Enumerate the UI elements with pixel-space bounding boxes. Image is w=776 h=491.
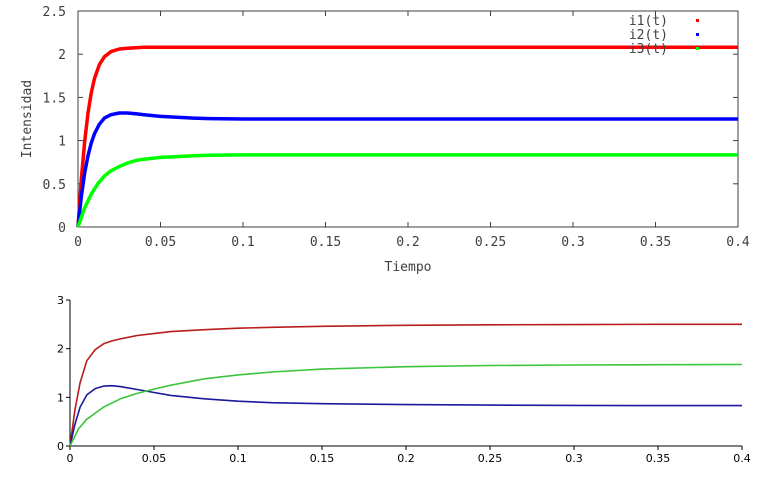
bottom-y-tick-label: 2: [57, 343, 64, 356]
top-x-tick-label: 0.4: [726, 235, 750, 250]
top-x-tick-label: 0.1: [231, 235, 254, 250]
bottom-chart: 0 0.05 0.1 0.15 0.2 0.25 0.3 0.35 0.4 0 1 2 3: [57, 294, 751, 465]
top-x-tick-label: 0.3: [561, 235, 584, 250]
top-legend-swatch-1: [696, 19, 699, 22]
bottom-x-tick-label: 0.25: [478, 452, 503, 465]
top-y-tick-label: 2.5: [43, 5, 66, 20]
top-legend-swatch-2: [696, 33, 699, 36]
bottom-chart-ticks: 0 0.05 0.1 0.15 0.2 0.25 0.3 0.35 0.4 0 1 2 3: [57, 294, 751, 465]
bottom-x-tick-label: 0.2: [397, 452, 415, 465]
bottom-y-tick-label: 0: [57, 440, 64, 453]
bottom-series-line-2: [69, 384, 742, 447]
top-legend-label-1: i1(t): [629, 14, 668, 29]
top-chart-y-axis-title: Intensidad: [20, 80, 35, 158]
bottom-x-tick-label: 0.05: [142, 452, 167, 465]
top-y-tick-label: 0: [58, 221, 66, 236]
top-series-line-3: [76, 153, 738, 228]
top-series-line-2: [76, 111, 738, 228]
top-y-tick-label: 0.5: [43, 178, 66, 193]
top-chart: 0 0.05 0.1 0.15 0.2 0.25 0.3 0.35 0.4 0 0.5 1 1.5 2 2.…: [20, 5, 750, 275]
top-chart-series: [76, 45, 738, 228]
bottom-x-tick-label: 0: [67, 452, 74, 465]
top-y-tick-label: 1: [58, 135, 66, 150]
bottom-x-tick-label: 0.15: [310, 452, 335, 465]
top-chart-ticks: 0 0.05 0.1 0.15 0.2 0.25 0.3 0.35 0.4 0 0.5 1 1.5 2 2.…: [43, 5, 750, 250]
top-legend-label-2: i2(t): [629, 28, 668, 43]
bottom-y-tick-label: 1: [57, 391, 64, 404]
bottom-x-tick-label: 0.4: [733, 452, 751, 465]
bottom-chart-axes: [69, 300, 742, 447]
top-y-tick-label: 2: [58, 48, 66, 63]
top-y-tick-label: 1.5: [43, 91, 66, 106]
top-chart-x-axis-title: Tiempo: [385, 260, 432, 275]
top-x-tick-label: 0.05: [145, 235, 176, 250]
top-series-line-1: [76, 45, 738, 228]
top-x-tick-label: 0: [74, 235, 82, 250]
top-chart-legend: i1(t)i2(t)i3(t): [629, 14, 699, 57]
top-x-tick-label: 0.2: [396, 235, 419, 250]
bottom-chart-series: [69, 323, 743, 447]
bottom-x-tick-label: 0.3: [565, 452, 583, 465]
bottom-series-line-3: [69, 363, 743, 447]
bottom-y-tick-label: 3: [57, 294, 64, 307]
top-x-tick-label: 0.15: [310, 235, 341, 250]
top-legend-label-3: i3(t): [629, 42, 668, 57]
bottom-x-tick-label: 0.1: [229, 452, 247, 465]
top-x-tick-label: 0.25: [475, 235, 506, 250]
top-legend-swatch-3: [696, 47, 699, 50]
bottom-series-line-1: [69, 323, 742, 447]
bottom-x-tick-label: 0.35: [646, 452, 671, 465]
top-x-tick-label: 0.35: [640, 235, 671, 250]
